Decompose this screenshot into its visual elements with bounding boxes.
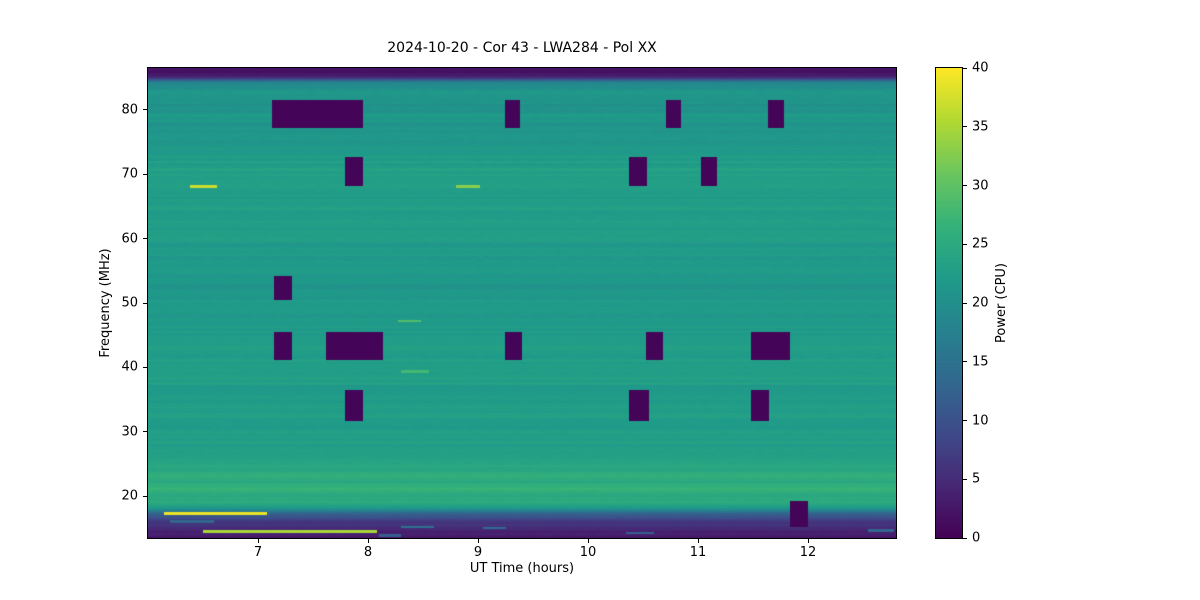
colorbar-tick-mark	[963, 537, 967, 539]
colorbar-tick-label: 20	[972, 295, 989, 311]
colorbar-tick-mark	[963, 67, 967, 69]
colorbar-tick-mark	[963, 243, 967, 245]
y-tick-label: 60	[121, 231, 138, 247]
y-tick-mark	[143, 302, 147, 304]
x-tick-label: 12	[799, 545, 817, 560]
chart-title: 2024-10-20 - Cor 43 - LWA284 - Pol XX	[387, 40, 657, 56]
x-tick-label: 11	[689, 545, 707, 560]
x-tick-mark	[587, 539, 589, 543]
colorbar-tick-label: 5	[972, 471, 981, 487]
y-tick-mark	[143, 495, 147, 497]
colorbar-tick-label: 40	[972, 60, 989, 76]
y-tick-label: 30	[121, 424, 138, 440]
colorbar-tick-mark	[963, 302, 967, 304]
x-tick-label: 9	[473, 545, 483, 560]
colorbar-tick-label: 30	[972, 178, 989, 193]
colorbar-tick-mark	[963, 420, 967, 421]
colorbar-tick-mark	[963, 185, 967, 186]
x-tick-label: 10	[579, 545, 597, 560]
colorbar-tick-label: 0	[972, 530, 981, 546]
y-tick-mark	[143, 238, 147, 240]
x-tick-label: 7	[253, 545, 263, 560]
y-tick-mark	[143, 109, 147, 111]
y-tick-mark	[143, 366, 147, 368]
y-tick-label: 20	[121, 488, 138, 504]
y-tick-label: 40	[121, 359, 138, 375]
colorbar-tick-label: 35	[972, 119, 989, 135]
x-tick-label: 8	[363, 545, 373, 560]
y-tick-label: 80	[121, 102, 138, 118]
colorbar-tick-mark	[963, 126, 967, 128]
colorbar-tick-label: 25	[972, 236, 989, 252]
x-tick-mark	[257, 539, 259, 543]
colorbar-tick-mark	[963, 361, 967, 363]
colorbar-tick-label: 15	[972, 354, 989, 370]
y-tick-label: 50	[121, 295, 138, 311]
spectrogram-heatmap	[148, 68, 896, 538]
colorbar-label: Power (CPU)	[994, 263, 1009, 344]
y-tick-label: 70	[121, 166, 138, 182]
x-tick-mark	[367, 539, 369, 543]
y-tick-mark	[143, 431, 147, 433]
colorbar-tick-label: 10	[972, 413, 989, 428]
x-tick-mark	[807, 539, 809, 543]
x-tick-mark	[697, 539, 699, 543]
x-tick-mark	[477, 539, 479, 543]
x-axis-label: UT Time (hours)	[469, 561, 575, 576]
colorbar-gradient	[936, 68, 962, 538]
colorbar-tick-mark	[963, 478, 967, 480]
y-tick-mark	[143, 173, 147, 175]
